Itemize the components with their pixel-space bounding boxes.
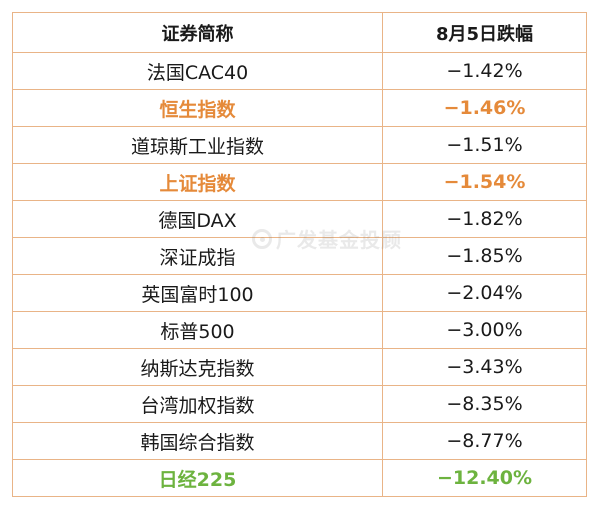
decline-cell: −3.00% (382, 311, 587, 349)
security-name-cell: 法国CAC40 (12, 52, 383, 90)
table-row: 英国富时100 −2.04% (12, 274, 587, 312)
security-name-cell: 标普500 (12, 311, 383, 349)
header-decline-aug5: 8月5日跌幅 (382, 12, 587, 53)
table-row: 道琼斯工业指数 −1.51% (12, 126, 587, 164)
decline-cell: −2.04% (382, 274, 587, 312)
table-row: 台湾加权指数 −8.35% (12, 385, 587, 423)
security-name-cell: 恒生指数 (12, 89, 383, 127)
table-row: 上证指数 −1.54% (12, 163, 587, 201)
decline-cell: −8.35% (382, 385, 587, 423)
index-decline-table-container: 证券简称 8月5日跌幅 法国CAC40 −1.42% 恒生指数 −1.46% 道… (12, 12, 587, 497)
table-row: 日经225 −12.40% (12, 459, 587, 497)
decline-cell: −8.77% (382, 422, 587, 460)
header-security-name: 证券简称 (12, 12, 383, 53)
security-name-cell: 上证指数 (12, 163, 383, 201)
table-row: 标普500 −3.00% (12, 311, 587, 349)
decline-cell: −1.54% (382, 163, 587, 201)
decline-cell: −1.46% (382, 89, 587, 127)
decline-cell: −1.85% (382, 237, 587, 275)
security-name-cell: 日经225 (12, 459, 383, 497)
security-name-cell: 纳斯达克指数 (12, 348, 383, 386)
table-row: 德国DAX −1.82% (12, 200, 587, 238)
security-name-cell: 韩国综合指数 (12, 422, 383, 460)
table-row: 纳斯达克指数 −3.43% (12, 348, 587, 386)
decline-cell: −12.40% (382, 459, 587, 497)
table-row: 法国CAC40 −1.42% (12, 52, 587, 90)
security-name-cell: 道琼斯工业指数 (12, 126, 383, 164)
decline-cell: −1.82% (382, 200, 587, 238)
security-name-cell: 英国富时100 (12, 274, 383, 312)
table-row: 韩国综合指数 −8.77% (12, 422, 587, 460)
decline-cell: −1.51% (382, 126, 587, 164)
table-row: 深证成指 −1.85% (12, 237, 587, 275)
table-row: 恒生指数 −1.46% (12, 89, 587, 127)
index-decline-table: 证券简称 8月5日跌幅 法国CAC40 −1.42% 恒生指数 −1.46% 道… (12, 12, 587, 497)
table-header-row: 证券简称 8月5日跌幅 (12, 12, 587, 53)
decline-cell: −3.43% (382, 348, 587, 386)
security-name-cell: 台湾加权指数 (12, 385, 383, 423)
security-name-cell: 德国DAX (12, 200, 383, 238)
security-name-cell: 深证成指 (12, 237, 383, 275)
decline-cell: −1.42% (382, 52, 587, 90)
